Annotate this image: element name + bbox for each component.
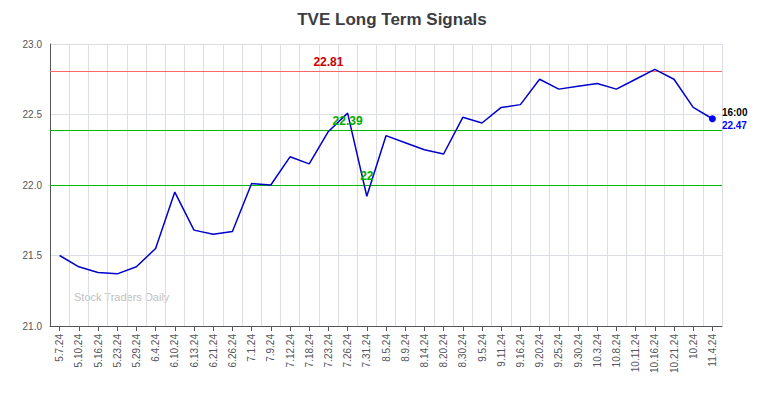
svg-text:7.9.24: 7.9.24	[265, 334, 276, 362]
svg-text:9.5.24: 9.5.24	[477, 334, 488, 362]
svg-text:21.5: 21.5	[23, 250, 43, 261]
svg-text:10.21.24: 10.21.24	[669, 334, 680, 373]
svg-text:10.3.24: 10.3.24	[592, 334, 603, 368]
svg-text:5.29.24: 5.29.24	[131, 334, 142, 368]
svg-text:22.0: 22.0	[23, 180, 43, 191]
svg-text:6.10.24: 6.10.24	[169, 334, 180, 368]
svg-text:5.23.24: 5.23.24	[112, 334, 123, 368]
svg-text:6.26.24: 6.26.24	[227, 334, 238, 368]
svg-text:9.16.24: 9.16.24	[515, 334, 526, 368]
svg-text:9.25.24: 9.25.24	[553, 334, 564, 368]
svg-text:9.30.24: 9.30.24	[573, 334, 584, 368]
svg-text:9.20.24: 9.20.24	[534, 334, 545, 368]
svg-text:5.7.24: 5.7.24	[54, 334, 65, 362]
svg-text:7.26.24: 7.26.24	[342, 334, 353, 368]
svg-text:10.16.24: 10.16.24	[649, 334, 660, 373]
svg-text:8.30.24: 8.30.24	[457, 334, 468, 368]
svg-text:22: 22	[360, 169, 374, 183]
svg-text:8.20.24: 8.20.24	[438, 334, 449, 368]
svg-text:21.0: 21.0	[23, 321, 43, 332]
svg-text:7.12.24: 7.12.24	[285, 334, 296, 368]
svg-text:Stock Traders Daily: Stock Traders Daily	[74, 290, 170, 303]
svg-text:6.21.24: 6.21.24	[208, 334, 219, 368]
svg-text:5.10.24: 5.10.24	[73, 334, 84, 368]
svg-text:10.8.24: 10.8.24	[611, 334, 622, 368]
svg-text:10.11.24: 10.11.24	[630, 334, 641, 373]
svg-text:5.16.24: 5.16.24	[93, 334, 104, 368]
svg-text:16:00: 16:00	[722, 107, 748, 118]
svg-text:7.31.24: 7.31.24	[361, 334, 372, 368]
svg-text:22.47: 22.47	[722, 120, 747, 131]
svg-text:23.0: 23.0	[23, 39, 43, 50]
svg-text:11.4.24: 11.4.24	[707, 334, 718, 367]
svg-text:9.11.24: 9.11.24	[496, 334, 507, 367]
svg-text:22.81: 22.81	[313, 55, 343, 69]
svg-text:6.13.24: 6.13.24	[189, 334, 200, 368]
svg-text:6.4.24: 6.4.24	[150, 334, 161, 362]
svg-text:8.9.24: 8.9.24	[400, 334, 411, 362]
svg-text:7.23.24: 7.23.24	[323, 334, 334, 368]
svg-text:TVE Long Term Signals: TVE Long Term Signals	[297, 10, 487, 29]
svg-text:7.18.24: 7.18.24	[304, 334, 315, 368]
svg-text:7.1.24: 7.1.24	[246, 334, 257, 362]
svg-text:8.5.24: 8.5.24	[381, 334, 392, 362]
svg-text:22.39: 22.39	[333, 114, 363, 128]
svg-text:10.24: 10.24	[688, 334, 699, 359]
svg-text:22.5: 22.5	[23, 109, 43, 120]
svg-text:8.14.24: 8.14.24	[419, 334, 430, 368]
